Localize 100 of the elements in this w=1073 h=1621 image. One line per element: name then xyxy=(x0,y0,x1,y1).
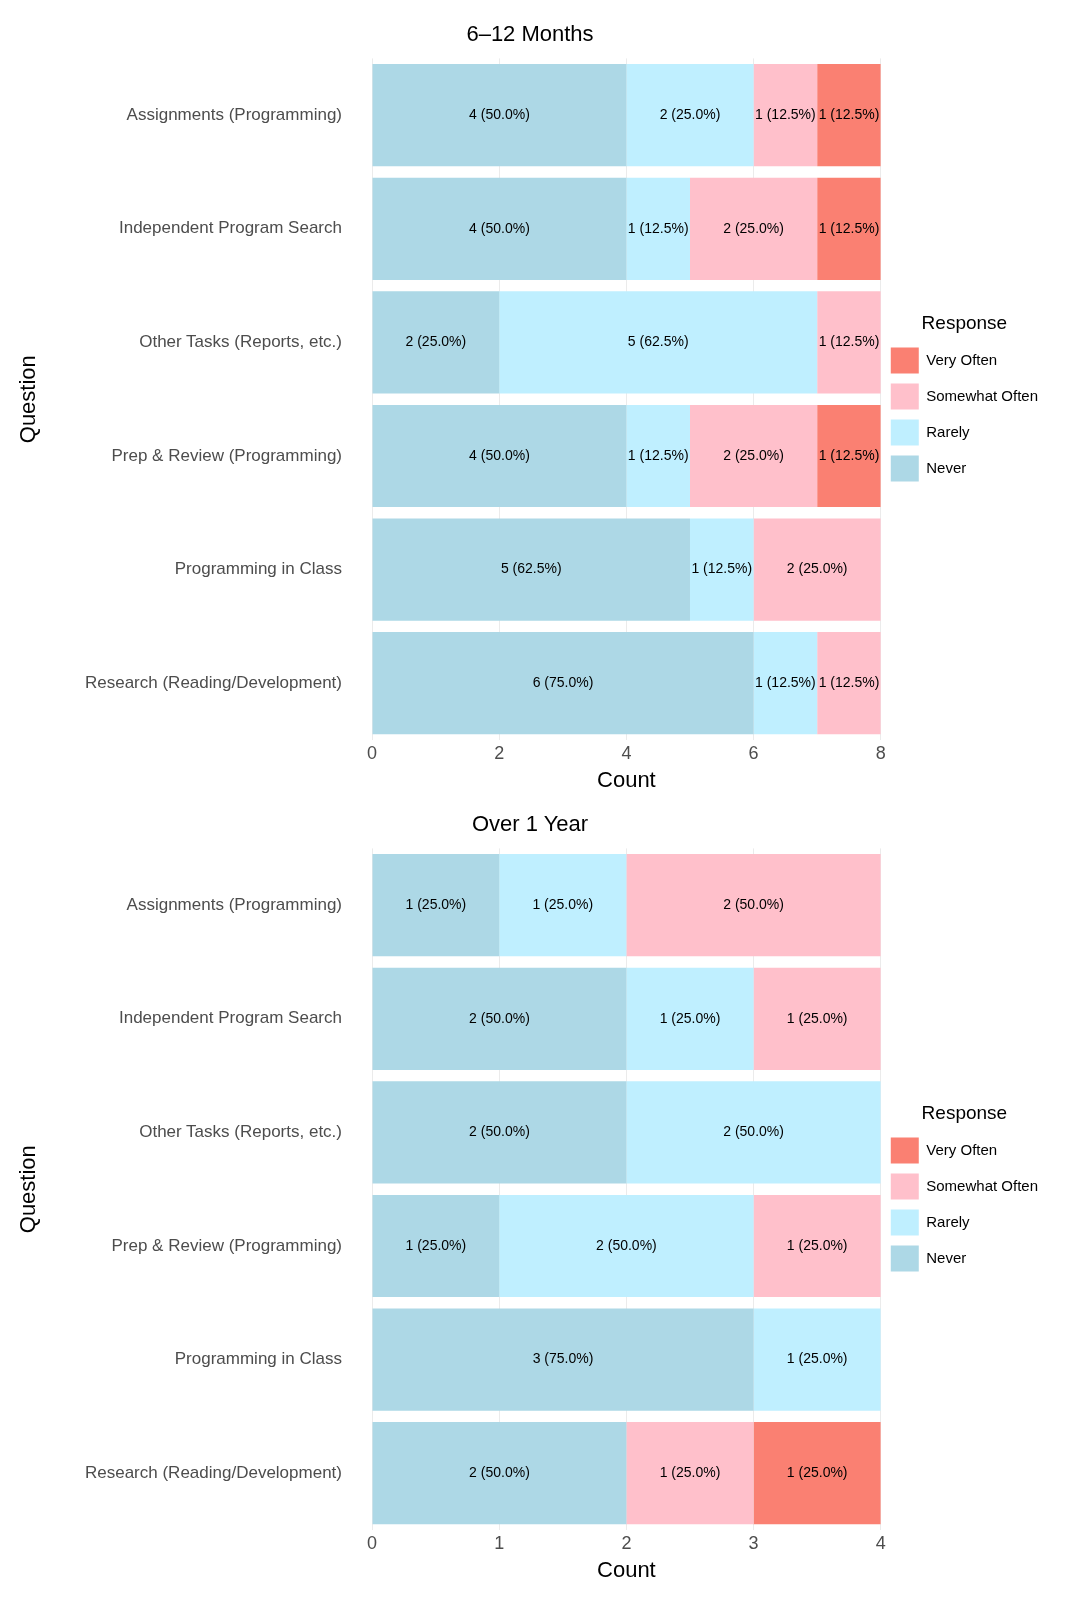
data-label: 2 (25.0%) xyxy=(723,219,784,236)
legend-label: Never xyxy=(926,458,967,476)
data-label: 1 (25.0%) xyxy=(786,1009,848,1026)
bar xyxy=(372,518,690,621)
data-label: 2 (50.0%) xyxy=(596,1236,657,1253)
bar xyxy=(753,1422,881,1525)
x-tick-label: 3 xyxy=(748,1532,759,1553)
bar xyxy=(753,64,818,167)
data-label: 1 (25.0%) xyxy=(786,1464,848,1481)
bar xyxy=(372,632,754,735)
bar xyxy=(499,1194,754,1298)
bar xyxy=(626,1081,881,1184)
data-label: 1 (25.0%) xyxy=(405,1236,467,1253)
bar xyxy=(372,291,500,394)
data-label: 5 (62.5%) xyxy=(627,333,689,350)
bar xyxy=(372,854,500,957)
bar xyxy=(753,632,818,735)
data-label: 4 (50.0%) xyxy=(469,219,530,236)
data-label: 2 (25.0%) xyxy=(405,333,467,350)
bar xyxy=(372,177,627,280)
data-label: 2 (25.0%) xyxy=(659,106,721,123)
x-tick-label: 2 xyxy=(494,742,505,763)
data-label: 5 (62.5%) xyxy=(500,560,562,577)
y-tick-label: Other Tasks (Reports, etc.) xyxy=(139,1122,342,1142)
bar xyxy=(753,518,881,621)
bar xyxy=(626,1422,754,1525)
data-label: 1 (25.0%) xyxy=(659,1009,721,1026)
legend-label: Very Often xyxy=(926,350,998,368)
bar xyxy=(817,404,881,508)
y-tick-label: Prep & Review (Programming) xyxy=(111,1235,342,1255)
bar xyxy=(626,967,754,1070)
bar xyxy=(817,64,881,167)
x-tick-label: 0 xyxy=(366,1532,378,1553)
legend-title: Response xyxy=(921,1102,1008,1124)
y-axis-title: Question xyxy=(15,1145,41,1234)
x-tick-label: 4 xyxy=(875,1532,886,1553)
bar xyxy=(753,1308,881,1411)
x-tick-label: 1 xyxy=(494,1532,505,1553)
data-label: 2 (50.0%) xyxy=(469,1123,530,1140)
y-tick-label: Independent Program Search xyxy=(118,218,342,238)
data-label: 1 (12.5%) xyxy=(691,560,753,577)
bar xyxy=(372,1308,754,1411)
bar xyxy=(817,291,881,394)
bar xyxy=(689,177,818,280)
data-label: 1 (12.5%) xyxy=(818,333,880,350)
data-label: 2 (50.0%) xyxy=(469,1464,530,1481)
x-tick-label: 2 xyxy=(621,1532,632,1553)
data-label: 2 (50.0%) xyxy=(723,1123,784,1140)
legend-title: Response xyxy=(921,312,1008,334)
bar xyxy=(372,967,627,1070)
data-label: 1 (25.0%) xyxy=(786,1236,848,1253)
bar xyxy=(626,64,754,167)
x-tick-label: 8 xyxy=(875,742,886,763)
y-tick-label: Assignments (Programming) xyxy=(126,104,342,124)
legend-label: Rarely xyxy=(926,422,971,440)
legend-label: Never xyxy=(926,1248,967,1266)
x-tick-label: 4 xyxy=(621,742,632,763)
data-label: 1 (25.0%) xyxy=(532,896,594,913)
bar xyxy=(626,404,690,508)
y-tick-label: Independent Program Search xyxy=(118,1008,342,1028)
data-label: 1 (12.5%) xyxy=(818,106,880,123)
y-tick-label: Prep & Review (Programming) xyxy=(111,445,342,465)
bar xyxy=(372,1081,627,1184)
data-label: 2 (50.0%) xyxy=(723,896,784,913)
legend-label: Somewhat Often xyxy=(926,1176,1039,1194)
data-label: 1 (12.5%) xyxy=(627,219,689,236)
x-tick-label: 0 xyxy=(366,742,378,763)
data-label: 2 (50.0%) xyxy=(469,1009,530,1026)
data-label: 4 (50.0%) xyxy=(469,106,530,123)
data-label: 4 (50.0%) xyxy=(469,446,530,463)
y-axis-title: Question xyxy=(15,355,41,444)
bar xyxy=(817,632,881,735)
data-label: 2 (25.0%) xyxy=(723,446,784,463)
bar xyxy=(372,404,627,508)
data-label: 1 (25.0%) xyxy=(786,1350,848,1367)
legend-label: Somewhat Often xyxy=(926,386,1039,404)
data-label: 2 (25.0%) xyxy=(786,560,848,577)
x-axis-title: Count xyxy=(597,1556,656,1582)
bar xyxy=(689,518,754,621)
data-label: 1 (12.5%) xyxy=(755,106,816,123)
data-label: 1 (12.5%) xyxy=(818,446,880,463)
data-label: 1 (12.5%) xyxy=(627,446,689,463)
bar xyxy=(689,404,818,508)
bar xyxy=(817,177,881,280)
y-tick-label: Other Tasks (Reports, etc.) xyxy=(139,332,342,352)
x-tick-label: 6 xyxy=(748,742,759,763)
data-label: 1 (25.0%) xyxy=(405,896,467,913)
data-label: 6 (75.0%) xyxy=(532,674,594,691)
y-tick-label: Research (Reading/Development) xyxy=(84,672,342,692)
bar xyxy=(626,854,881,957)
y-tick-label: Programming in Class xyxy=(174,559,342,579)
legend-label: Rarely xyxy=(926,1212,971,1230)
y-tick-label: Research (Reading/Development) xyxy=(84,1462,342,1482)
bar xyxy=(626,177,690,280)
bar xyxy=(499,854,627,957)
data-label: 3 (75.0%) xyxy=(532,1350,594,1367)
data-label: 1 (12.5%) xyxy=(818,674,880,691)
data-label: 1 (12.5%) xyxy=(755,674,816,691)
chart-title: Over 1 Year xyxy=(471,811,589,837)
data-label: 1 (12.5%) xyxy=(818,219,880,236)
